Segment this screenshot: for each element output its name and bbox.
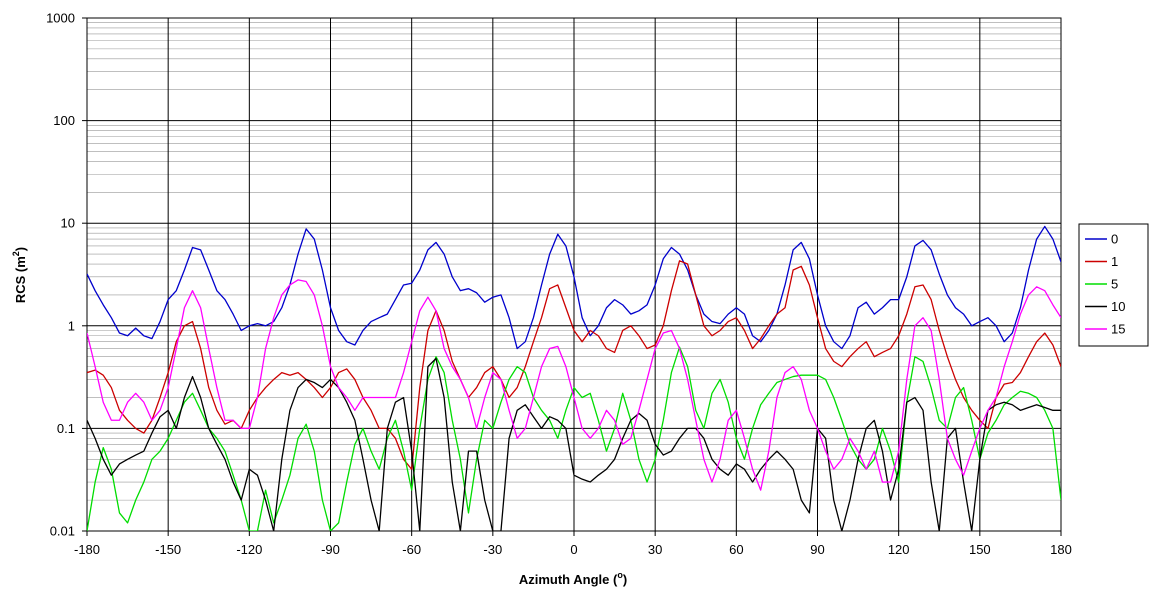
x-tick-label: -90 bbox=[321, 542, 340, 557]
x-tick-label: 120 bbox=[888, 542, 910, 557]
x-tick-label: 0 bbox=[570, 542, 577, 557]
y-tick-label: 100 bbox=[53, 113, 75, 128]
x-tick-label: 30 bbox=[648, 542, 662, 557]
series-line-0 bbox=[87, 225, 1061, 350]
y-tick-label: 1000 bbox=[46, 11, 75, 26]
legend-label-15: 15 bbox=[1111, 322, 1125, 337]
y-axis-ticks: 0.01 0.1 1 10 100 1000 bbox=[46, 11, 87, 539]
series-line-10 bbox=[87, 357, 1061, 531]
x-tick-label: -180 bbox=[74, 542, 100, 557]
legend-box bbox=[1078, 223, 1149, 347]
x-axis-title: Azimuth Angle (o) bbox=[519, 570, 627, 587]
y-tick-label: 10 bbox=[61, 216, 75, 231]
x-tick-label: -60 bbox=[402, 542, 421, 557]
y-tick-label: 0.01 bbox=[50, 524, 75, 539]
x-tick-label: 180 bbox=[1050, 542, 1072, 557]
series-lines bbox=[87, 225, 1061, 531]
series-line-5 bbox=[87, 346, 1061, 531]
x-axis-ticks: -180 -150 -120 -90 -60 -30 0 30 60 90 120 150 180 bbox=[74, 531, 1072, 557]
legend-label-5: 5 bbox=[1111, 277, 1118, 292]
x-tick-label: -150 bbox=[155, 542, 181, 557]
y-axis-title: RCS (m2) bbox=[11, 247, 28, 303]
x-tick-label: -30 bbox=[483, 542, 502, 557]
legend-label-1: 1 bbox=[1111, 254, 1118, 269]
y-tick-label: 1 bbox=[68, 318, 75, 333]
series-line-1 bbox=[87, 260, 1061, 470]
y-tick-label: 0.1 bbox=[57, 421, 75, 436]
series-line-15 bbox=[87, 279, 1061, 491]
legend-label-10: 10 bbox=[1111, 299, 1125, 314]
x-tick-label: 90 bbox=[810, 542, 824, 557]
x-tick-label: -120 bbox=[236, 542, 262, 557]
x-tick-label: 60 bbox=[729, 542, 743, 557]
x-tick-label: 150 bbox=[969, 542, 991, 557]
legend-label-0: 0 bbox=[1111, 232, 1118, 247]
